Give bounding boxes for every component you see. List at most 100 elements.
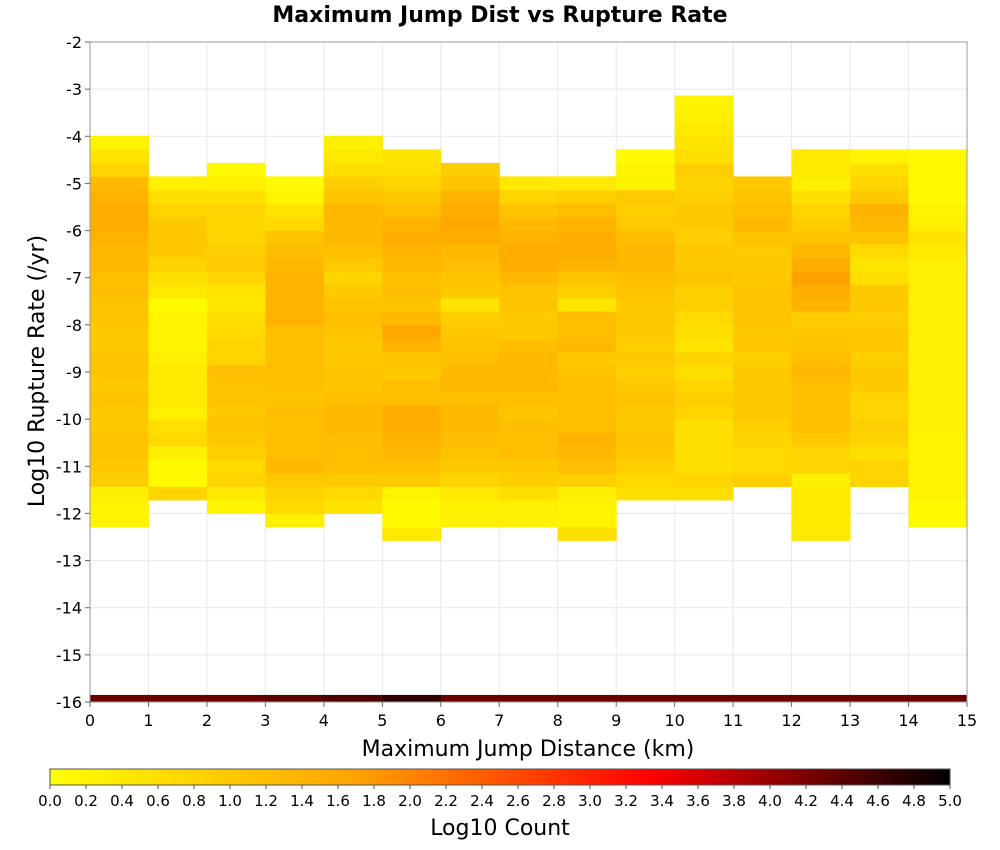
heatmap-cell	[206, 216, 266, 231]
heatmap-cell	[908, 297, 968, 312]
heatmap-cell	[908, 378, 968, 393]
heatmap-cell	[557, 324, 617, 339]
heatmap-cell	[265, 243, 325, 258]
heatmap-cell	[440, 365, 500, 380]
heatmap-cell	[791, 189, 851, 204]
colorbar-tick-label: 3.8	[722, 792, 746, 810]
heatmap-cell	[791, 297, 851, 312]
colorbar-tick-label: 4.6	[866, 792, 890, 810]
heatmap-cell	[733, 378, 793, 393]
y-tick-label: -7	[66, 269, 82, 288]
heatmap-cell	[850, 203, 910, 218]
heatmap-cell	[850, 473, 910, 488]
x-axis-ticks: 0 1 2 3 4 5 6 7 8 9 10 11 12 13 14 15	[85, 702, 977, 730]
heatmap-cell	[382, 243, 442, 258]
heatmap-cell	[323, 162, 383, 177]
heatmap-cell	[791, 257, 851, 272]
heatmap-cell	[323, 378, 383, 393]
colorbar-tick-label: 4.8	[902, 792, 926, 810]
heatmap-cell	[90, 486, 149, 501]
heatmap-cell	[791, 365, 851, 380]
heatmap-cell	[674, 446, 734, 460]
heatmap-cell	[265, 216, 325, 231]
heatmap-cell	[908, 392, 968, 407]
heatmap-cell	[499, 694, 559, 702]
heatmap-cell	[382, 311, 442, 326]
heatmap-cell	[148, 176, 208, 191]
heatmap-cell	[908, 216, 968, 231]
heatmap-cell	[674, 95, 734, 110]
heatmap-cell	[499, 446, 559, 460]
heatmap-cell	[148, 472, 208, 487]
heatmap-cell	[616, 297, 676, 312]
heatmap-cell	[850, 694, 910, 702]
heatmap-cell	[265, 432, 325, 447]
heatmap-cell	[499, 176, 559, 191]
heatmap-cell	[733, 473, 793, 488]
heatmap-cell	[265, 446, 325, 460]
heatmap-cell	[206, 351, 266, 366]
colorbar-tick-label: 3.0	[578, 792, 602, 810]
heatmap-cell	[323, 405, 383, 420]
heatmap-cell	[674, 486, 734, 501]
colorbar-tick-label: 1.8	[362, 792, 386, 810]
heatmap-cell	[148, 419, 208, 434]
y-tick-label: -13	[56, 552, 82, 571]
y-tick-label: -14	[56, 599, 82, 618]
heatmap-cell	[90, 351, 149, 366]
heatmap-cell	[850, 230, 910, 245]
heatmap-cell	[733, 351, 793, 366]
heatmap-cell	[440, 419, 500, 434]
heatmap-cell	[674, 243, 734, 258]
heatmap-cell	[206, 324, 266, 339]
heatmap-cell	[616, 230, 676, 245]
heatmap-cell	[382, 257, 442, 272]
heatmap-cell	[265, 419, 325, 434]
heatmap-cell	[90, 297, 149, 312]
heatmap-cell	[850, 419, 910, 434]
heatmap-cell	[908, 694, 968, 702]
x-tick-label: 5	[377, 711, 387, 730]
heatmap-cell	[557, 513, 617, 528]
heatmap-cell	[323, 257, 383, 272]
heatmap-cell	[557, 284, 617, 299]
heatmap-cell	[265, 365, 325, 380]
heatmap-cell	[148, 297, 208, 312]
heatmap-cell	[382, 203, 442, 218]
heatmap-cell	[206, 189, 266, 204]
x-tick-label: 9	[611, 711, 621, 730]
heatmap-cell	[616, 486, 676, 501]
heatmap-cell	[791, 694, 851, 702]
heatmap-cell	[733, 311, 793, 326]
y-tick-label: -15	[56, 646, 82, 665]
heatmap-cell	[90, 216, 149, 231]
x-tick-label: 13	[840, 711, 860, 730]
heatmap-cell	[733, 189, 793, 204]
colorbar-tick-label: 0.0	[38, 792, 62, 810]
heatmap-cell	[908, 472, 968, 487]
heatmap-cell	[850, 243, 910, 258]
heatmap-cell	[850, 432, 910, 447]
heatmap-cell	[90, 392, 149, 407]
heatmap-cell	[206, 419, 266, 434]
heatmap-cell	[616, 162, 676, 177]
y-tick-label: -5	[66, 174, 82, 193]
y-tick-label: -10	[56, 410, 82, 429]
heatmap-cell	[440, 513, 500, 528]
heatmap-cell	[850, 365, 910, 380]
heatmap-cell	[323, 365, 383, 380]
x-tick-label: 11	[723, 711, 743, 730]
heatmap-cell	[733, 694, 793, 702]
heatmap-cell	[206, 392, 266, 407]
x-tick-label: 8	[553, 711, 563, 730]
heatmap-cell	[499, 324, 559, 339]
heatmap-cell	[557, 230, 617, 245]
heatmap-cell	[499, 216, 559, 231]
heatmap-cell	[674, 419, 734, 434]
heatmap-cell	[674, 203, 734, 218]
heatmap-cell	[440, 338, 500, 353]
heatmap-cell	[323, 419, 383, 434]
heatmap-cell	[90, 284, 149, 299]
heatmap-cell	[265, 189, 325, 204]
colorbar-tick-label: 4.4	[830, 792, 854, 810]
